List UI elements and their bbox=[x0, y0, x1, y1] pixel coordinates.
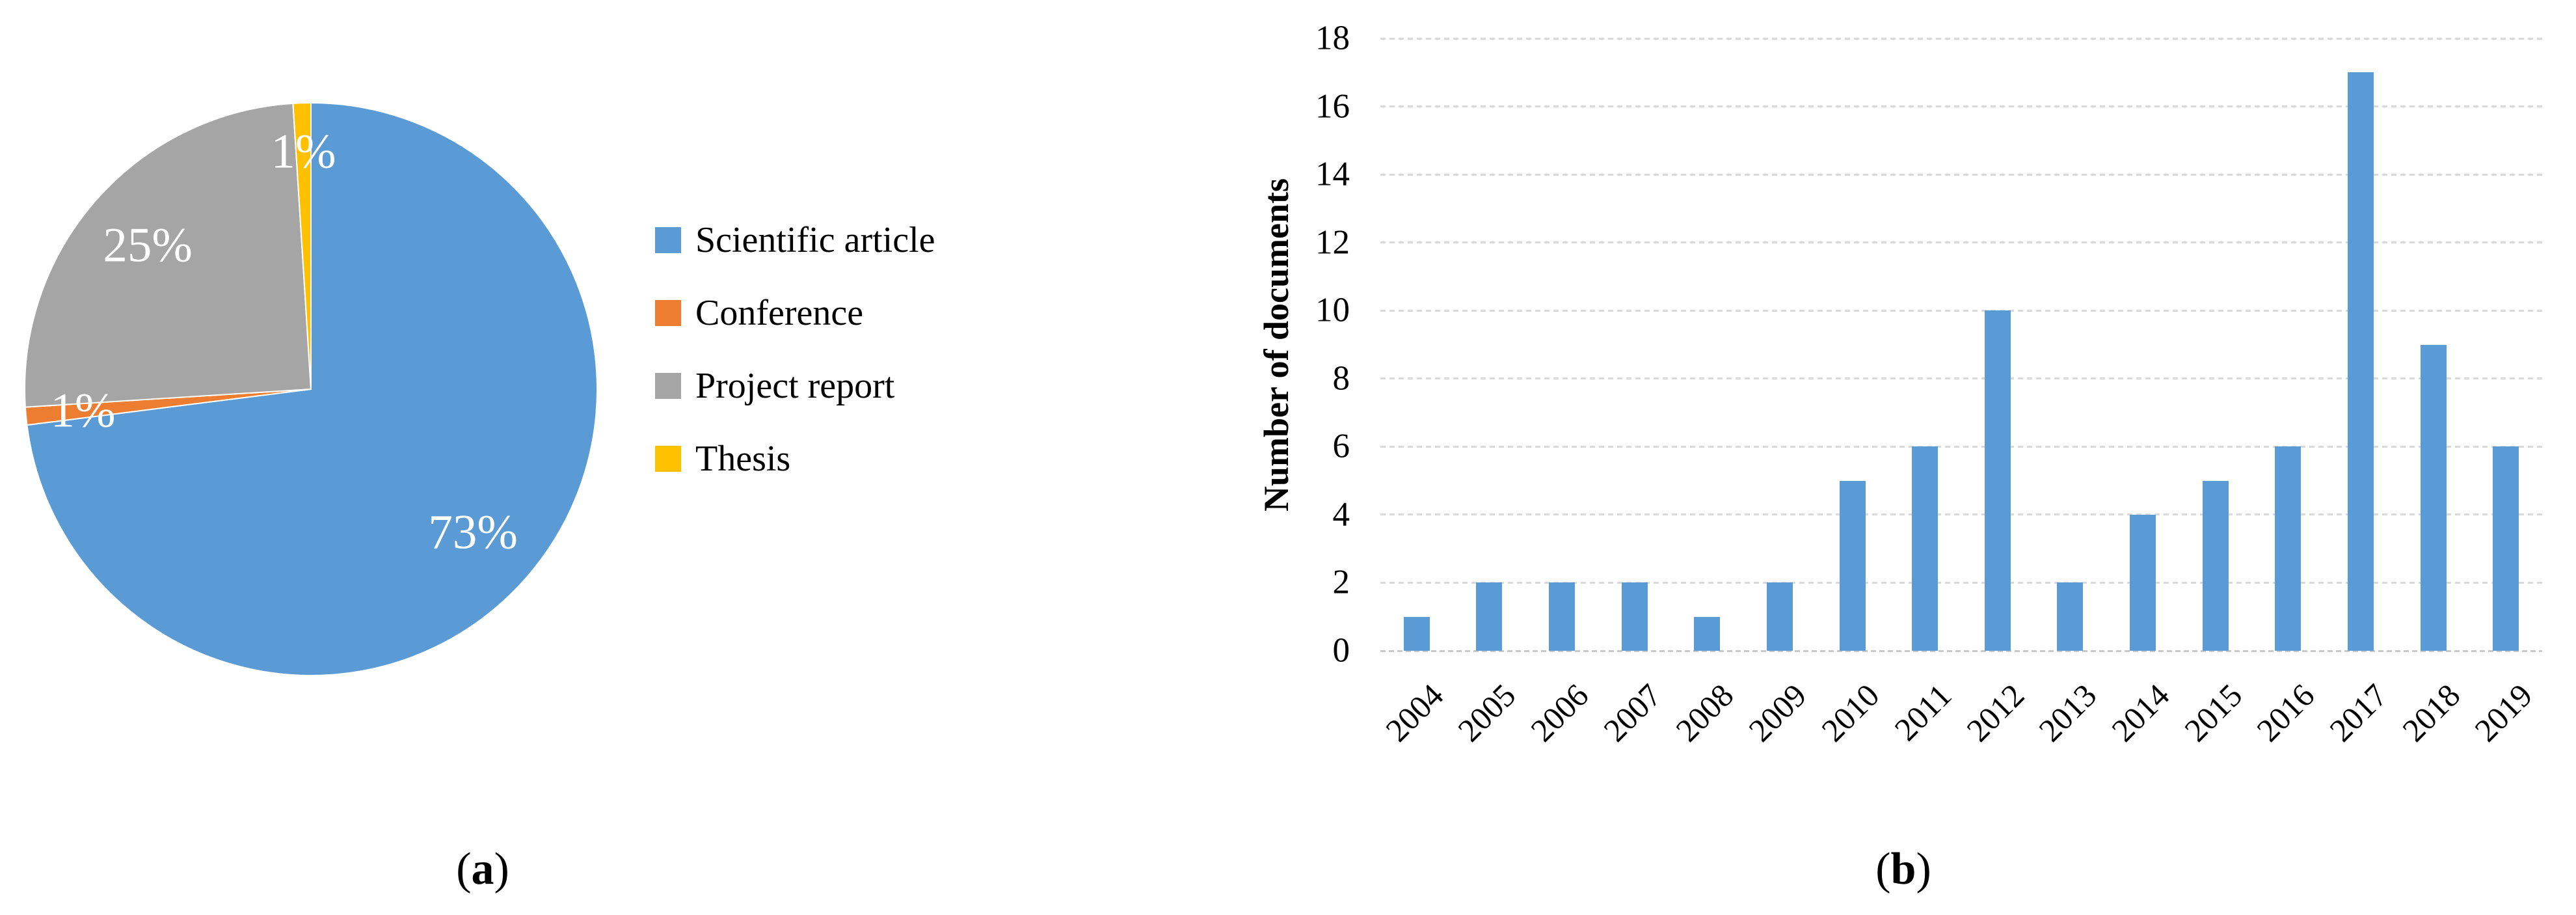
bar-2013 bbox=[2057, 582, 2084, 651]
gridline-10 bbox=[1380, 309, 2542, 312]
gridline-18 bbox=[1380, 37, 2542, 40]
bar-2005 bbox=[1476, 582, 1503, 651]
pie-legend: Scientific article Conference Project re… bbox=[655, 222, 935, 477]
pie-slice-label-scientific-article: 73% bbox=[428, 505, 518, 560]
gridline-6 bbox=[1380, 445, 2542, 448]
pie-slice-scientific-article bbox=[26, 102, 598, 676]
legend-item-thesis: Thesis bbox=[655, 441, 935, 477]
pie-chart bbox=[24, 102, 598, 676]
bar-2016 bbox=[2275, 446, 2301, 651]
legend-swatch-thesis bbox=[655, 446, 681, 472]
y-axis-tick-label-6: 6 bbox=[1332, 427, 1350, 465]
bar-2015 bbox=[2202, 480, 2229, 651]
y-axis-tick-label-12: 12 bbox=[1315, 223, 1350, 262]
y-axis-tick-label-10: 10 bbox=[1315, 291, 1350, 329]
bar-2007 bbox=[1621, 582, 1648, 651]
y-axis-tick-label-8: 8 bbox=[1332, 359, 1350, 398]
legend-label-scientific-article: Scientific article bbox=[695, 220, 935, 260]
legend-item-scientific-article: Scientific article bbox=[655, 222, 935, 258]
legend-item-project-report: Project report bbox=[655, 368, 935, 404]
caption-a: (a) bbox=[456, 847, 509, 892]
caption-b: (b) bbox=[1875, 847, 1931, 892]
caption-a-paren-close: ) bbox=[494, 844, 509, 894]
legend-swatch-conference bbox=[655, 300, 681, 326]
pie-slice-label-thesis: 1% bbox=[271, 124, 336, 179]
y-axis-tick-label-18: 18 bbox=[1315, 19, 1350, 57]
bar-2017 bbox=[2347, 72, 2374, 651]
gridline-4 bbox=[1380, 513, 2542, 516]
legend-label-thesis: Thesis bbox=[695, 439, 791, 479]
bar-2011 bbox=[1912, 446, 1939, 651]
bar-2010 bbox=[1839, 480, 1866, 651]
bar-2008 bbox=[1694, 616, 1721, 651]
caption-b-paren-close: ) bbox=[1916, 844, 1931, 894]
legend-item-conference: Conference bbox=[655, 295, 935, 331]
gridline-16 bbox=[1380, 105, 2542, 108]
gridline-2 bbox=[1380, 581, 2542, 584]
y-axis-tick-label-0: 0 bbox=[1332, 631, 1350, 670]
pie-slice-project-report bbox=[24, 102, 312, 408]
pie-slice-thesis bbox=[292, 102, 312, 390]
legend-label-conference: Conference bbox=[695, 293, 864, 333]
y-axis-tick-label-14: 14 bbox=[1315, 155, 1350, 193]
bar-2014 bbox=[2130, 514, 2156, 651]
gridline-8 bbox=[1380, 377, 2542, 380]
y-axis-tick-label-2: 2 bbox=[1332, 563, 1350, 601]
y-axis-tick-label-16: 16 bbox=[1315, 87, 1350, 126]
gridline-14 bbox=[1380, 173, 2542, 176]
bar-2012 bbox=[1984, 310, 2011, 651]
x-axis-line bbox=[1380, 649, 2542, 652]
y-axis-tick-label-4: 4 bbox=[1332, 495, 1350, 534]
bar-2018 bbox=[2420, 344, 2447, 651]
legend-swatch-project-report bbox=[655, 373, 681, 399]
pie-slice-label-conference: 1% bbox=[50, 383, 116, 438]
bar-2004 bbox=[1403, 616, 1430, 651]
bar-2019 bbox=[2493, 446, 2519, 651]
pie-slice-label-project-report: 25% bbox=[103, 218, 193, 273]
caption-b-letter: b bbox=[1890, 844, 1916, 894]
caption-a-letter: a bbox=[471, 844, 494, 894]
bar-2009 bbox=[1766, 582, 1793, 651]
caption-a-paren-open: ( bbox=[456, 844, 472, 894]
bar-2006 bbox=[1549, 582, 1576, 651]
legend-swatch-scientific-article bbox=[655, 227, 681, 253]
gridline-12 bbox=[1380, 241, 2542, 244]
caption-b-paren-open: ( bbox=[1875, 844, 1891, 894]
legend-label-project-report: Project report bbox=[695, 366, 895, 406]
